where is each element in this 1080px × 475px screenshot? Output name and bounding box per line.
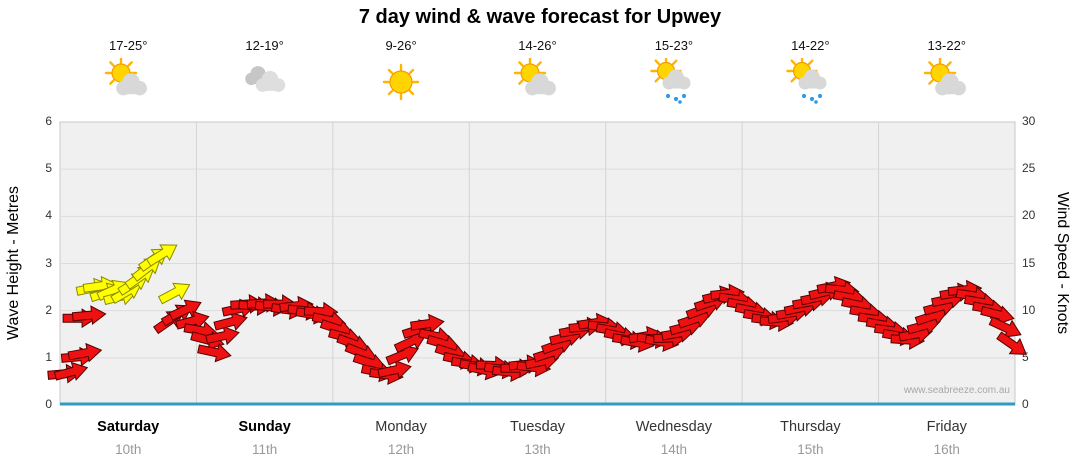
weather-icon-sun-cloud (509, 56, 565, 106)
day-temperature-range: 15-23° (654, 38, 694, 53)
day-name-label: Saturday (97, 419, 160, 435)
wind-arrow (988, 316, 1022, 338)
day-date-label: 13th (524, 442, 551, 457)
day-header: 12-19° (196, 38, 332, 106)
wind-arrow (205, 325, 240, 346)
weather-icon-cloudy (237, 58, 293, 106)
wind-arrow (145, 244, 178, 267)
right-axis-tick: 25 (1022, 161, 1036, 176)
weather-icon-sunny (373, 58, 429, 106)
day-name-label: Thursday (780, 419, 841, 435)
day-date-label: 10th (115, 442, 142, 457)
day-date-label: 11th (251, 442, 278, 457)
right-axis-tick: 5 (1022, 349, 1029, 364)
day-header: 15-23° (606, 38, 742, 106)
day-temperature-range: 14-22° (791, 38, 830, 53)
weather-icon-sun-cloud (100, 56, 156, 106)
wind-arrow (197, 343, 232, 363)
day-header: 13-22° (879, 38, 1015, 106)
left-axis-tick: 4 (45, 208, 52, 223)
right-axis-tick: 0 (1022, 397, 1029, 411)
right-axis-tick: 30 (1022, 114, 1036, 128)
wind-arrow (213, 311, 248, 331)
wind-arrow (168, 299, 202, 321)
left-axis-tick: 5 (45, 161, 52, 176)
wind-arrow (67, 342, 103, 363)
day-name-label: Tuesday (509, 419, 566, 435)
watermark: www.seabreeze.com.au (903, 385, 1010, 396)
wind-arrow (980, 305, 1015, 325)
day-temperature-range: 9-26° (385, 38, 417, 53)
day-date-label: 16th (933, 442, 960, 457)
day-temperature-range: 14-26° (518, 38, 557, 53)
wind-arrow (175, 310, 210, 330)
day-header: 14-22° (742, 38, 878, 106)
wind-arrow (996, 331, 1027, 355)
weather-icon-sun-cloud-rain (646, 55, 702, 106)
left-axis-tick: 0 (45, 397, 52, 411)
day-date-label: 14th (660, 442, 688, 457)
left-axis-tick: 6 (45, 114, 52, 128)
left-axis-tick: 3 (45, 255, 52, 270)
day-date-label: 15th (797, 442, 824, 457)
wind-arrow (157, 282, 191, 305)
page-title: 7 day wind & wave forecast for Upwey (358, 6, 722, 28)
day-name-label: Sunday (238, 419, 291, 435)
left-axis-tick: 1 (45, 349, 52, 364)
day-header: 17-25° (60, 38, 196, 106)
day-name-label: Wednesday (635, 419, 713, 435)
wind-arrow (71, 305, 107, 326)
wind-arrow (377, 359, 412, 380)
right-axis-tick: 20 (1022, 208, 1036, 223)
day-date-label: 12th (387, 442, 415, 457)
day-name-label: Monday (375, 419, 427, 435)
day-header: 14-26° (469, 38, 605, 106)
left-axis-tick: 2 (45, 302, 52, 317)
day-header: 9-26° (333, 38, 469, 106)
day-temperature-range: 12-19° (245, 38, 284, 53)
wind-arrow (410, 313, 445, 334)
right-axis-tick: 15 (1022, 255, 1036, 270)
day-temperature-range: 13-22° (927, 38, 966, 53)
weather-icon-sun-cloud-rain (782, 55, 838, 106)
day-name-label: Friday (926, 419, 967, 435)
day-temperature-range: 17-25° (108, 38, 148, 53)
wind-arrow (53, 361, 89, 381)
weather-icon-sun-cloud (919, 56, 975, 106)
right-axis-tick: 10 (1022, 302, 1036, 317)
